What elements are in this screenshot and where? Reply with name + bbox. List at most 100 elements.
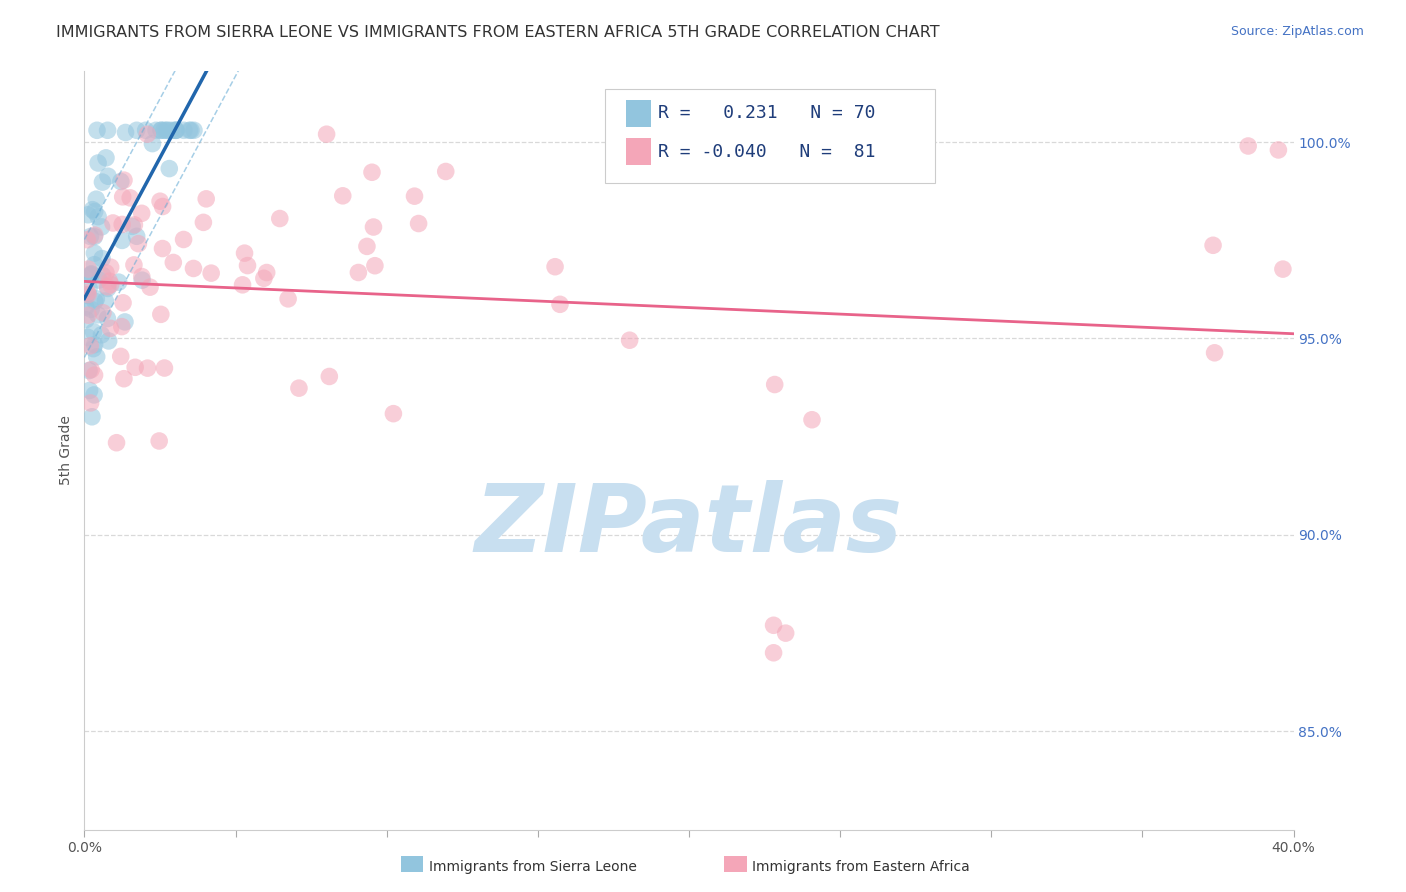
Point xyxy=(149,307,172,321)
Point xyxy=(110,350,132,364)
Point xyxy=(136,361,159,376)
Point xyxy=(91,252,114,266)
Point xyxy=(94,293,117,308)
Point xyxy=(77,208,100,222)
Point xyxy=(165,123,187,137)
Text: Immigrants from Sierra Leone: Immigrants from Sierra Leone xyxy=(429,860,637,874)
Point xyxy=(79,384,101,398)
Point xyxy=(121,219,143,234)
Point xyxy=(1237,139,1260,153)
Point xyxy=(131,206,153,220)
Point xyxy=(86,292,108,306)
Point xyxy=(82,202,104,217)
Point xyxy=(124,218,146,232)
Point xyxy=(315,127,337,141)
Point xyxy=(180,123,202,137)
Point xyxy=(91,175,114,189)
Text: ZIPatlas: ZIPatlas xyxy=(475,480,903,573)
Point xyxy=(80,267,103,281)
Point xyxy=(111,234,134,248)
Point xyxy=(173,123,195,137)
Point xyxy=(94,151,117,165)
Point xyxy=(83,229,105,244)
Point xyxy=(155,123,177,137)
Point xyxy=(83,337,105,351)
Point xyxy=(86,308,108,322)
Point xyxy=(111,190,134,204)
Point xyxy=(83,294,105,309)
Point xyxy=(112,295,135,310)
Point xyxy=(762,618,785,632)
Point xyxy=(79,396,101,410)
Point xyxy=(148,434,170,448)
Text: Immigrants from Eastern Africa: Immigrants from Eastern Africa xyxy=(752,860,970,874)
Point xyxy=(105,435,128,450)
Point xyxy=(91,306,114,320)
Point xyxy=(87,156,110,170)
Point xyxy=(87,210,110,224)
Point xyxy=(131,269,153,284)
Point xyxy=(361,165,384,179)
Point xyxy=(382,407,405,421)
Point xyxy=(124,360,146,375)
Point xyxy=(152,242,174,256)
Point xyxy=(364,259,387,273)
Point xyxy=(160,123,183,137)
Point xyxy=(150,123,173,137)
Point xyxy=(96,311,118,326)
Point xyxy=(127,236,149,251)
Point xyxy=(83,388,105,402)
Point xyxy=(100,260,122,275)
Point xyxy=(356,239,378,253)
Point xyxy=(75,300,97,314)
Point xyxy=(77,281,100,295)
Point xyxy=(101,216,124,230)
Point xyxy=(1204,346,1226,360)
Point xyxy=(83,325,105,339)
Point xyxy=(80,268,103,282)
Point xyxy=(97,281,120,295)
Point xyxy=(114,126,136,140)
Point xyxy=(112,372,135,386)
Point xyxy=(83,258,105,272)
Point xyxy=(152,200,174,214)
Point xyxy=(86,350,108,364)
Point xyxy=(153,361,176,376)
Point xyxy=(80,409,103,424)
Point xyxy=(125,229,148,244)
Point xyxy=(149,194,172,209)
Point xyxy=(97,334,120,348)
Text: R =   0.231   N = 70: R = 0.231 N = 70 xyxy=(658,104,876,122)
Text: IMMIGRANTS FROM SIERRA LEONE VS IMMIGRANTS FROM EASTERN AFRICA 5TH GRADE CORRELA: IMMIGRANTS FROM SIERRA LEONE VS IMMIGRAN… xyxy=(56,25,939,40)
Point xyxy=(253,271,276,285)
Point xyxy=(76,330,98,344)
Point xyxy=(77,308,100,322)
Point xyxy=(1202,238,1225,252)
Point xyxy=(165,123,187,137)
Point xyxy=(94,266,117,280)
Point xyxy=(544,260,567,274)
Point xyxy=(256,266,278,280)
Point xyxy=(347,265,370,279)
Point xyxy=(131,273,153,287)
Point xyxy=(87,273,110,287)
Point xyxy=(100,321,122,335)
Point xyxy=(149,123,172,137)
Point xyxy=(100,277,122,292)
Point xyxy=(404,189,426,203)
Point xyxy=(79,339,101,353)
Point xyxy=(76,233,98,247)
Point xyxy=(762,646,785,660)
Point xyxy=(200,266,222,280)
Point xyxy=(80,302,103,317)
Point xyxy=(277,292,299,306)
Point xyxy=(236,259,259,273)
Point xyxy=(90,327,112,342)
Point xyxy=(77,262,100,277)
Point xyxy=(233,246,256,260)
Point xyxy=(801,413,824,427)
Y-axis label: 5th Grade: 5th Grade xyxy=(59,416,73,485)
Point xyxy=(156,123,179,137)
Point xyxy=(76,285,98,300)
Point xyxy=(179,123,201,137)
